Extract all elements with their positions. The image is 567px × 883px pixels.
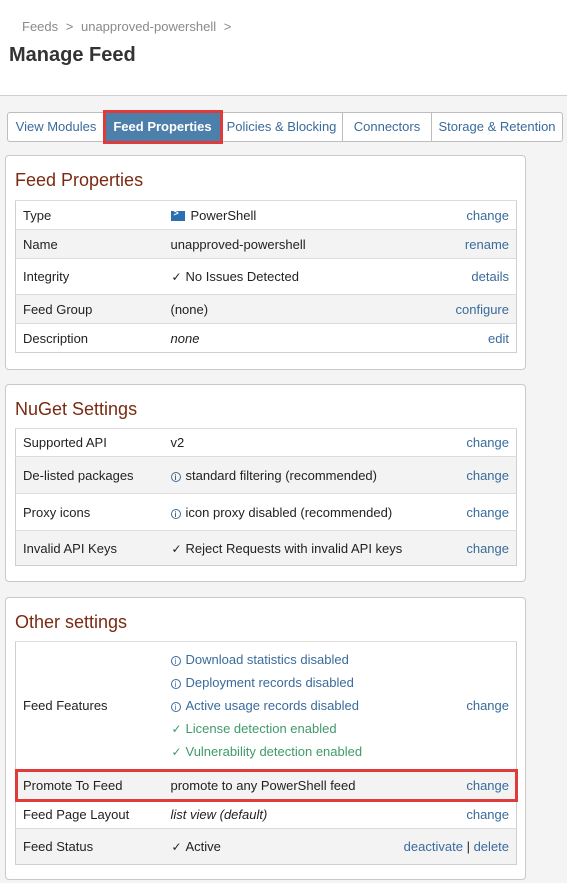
nuget-settings-panel: NuGet Settings Supported API v2 change D… [5,384,526,582]
row-value: icon proxy disabled (recommended) [185,504,393,520]
row-key: Name [15,229,164,259]
other-settings-table: Feed Features i Download statistics disab… [14,641,518,865]
change-link[interactable]: change [466,807,509,822]
change-link[interactable]: change [466,777,509,793]
table-row: Type PowerShell change [15,200,517,230]
row-key: Supported API [15,428,164,457]
row-value: (none) [163,294,406,324]
tab-feed-properties[interactable]: Feed Properties [103,110,223,144]
change-link[interactable]: change [466,467,509,483]
row-key: Description [15,323,164,353]
row-key: Integrity [15,258,164,295]
row-key: Feed Page Layout [15,800,164,829]
configure-link[interactable]: configure [455,301,509,317]
row-value: Active [185,839,221,854]
feature-item: ✓ License detection enabled [171,717,380,740]
nuget-settings-title: NuGet Settings [15,399,138,419]
table-row: Description none edit [15,323,517,353]
deactivate-link[interactable]: deactivate [403,839,463,854]
info-icon: i [170,471,181,482]
row-value: none [163,323,406,353]
breadcrumb: Feeds > unapproved-powershell > [22,19,235,34]
table-row: Proxy icons i icon proxy disabled (recomm… [15,493,517,531]
row-key: Type [15,200,164,230]
row-value: list view (default) [163,800,387,829]
table-row: Feed Group (none) configure [15,294,517,324]
change-link[interactable]: change [466,435,509,450]
page-title: Manage Feed [9,44,136,66]
change-link[interactable]: change [466,504,509,520]
nuget-settings-table: Supported API v2 change De-listed packag… [15,428,517,566]
other-settings-panel: Other settings Feed Features i Download s… [5,597,526,880]
info-icon: i [170,679,181,689]
row-key: Feed Group [15,294,164,324]
other-settings-title: Other settings [15,612,128,632]
feature-item: i Active usage records disabled [170,694,380,717]
row-value: unapproved-powershell [163,229,406,259]
change-link[interactable]: change [466,540,509,556]
page-header: Feeds > unapproved-powershell > Manage F… [0,0,567,96]
row-value: v2 [163,428,450,457]
powershell-icon [170,208,185,221]
tab-connectors[interactable]: Connectors [343,112,432,142]
check-icon: ✓ [171,840,182,854]
feature-item: i Deployment records disabled [170,671,380,694]
row-key: Feed Features [15,641,164,770]
check-icon: ✓ [171,722,182,736]
row-value: Reject Requests with invalid API keys [185,540,403,556]
row-key: Feed Status [15,828,164,865]
breadcrumb-separator: > [65,19,74,34]
edit-link[interactable]: edit [488,330,509,346]
row-key: Invalid API Keys [15,530,164,566]
info-icon: i [170,656,181,666]
change-link[interactable]: change [466,698,509,713]
separator: | [466,839,470,854]
table-row: De-listed packages i standard filtering (… [15,456,517,494]
tab-bar: View Modules Feed Properties Policies & … [7,110,563,144]
check-icon: ✓ [171,541,182,556]
feed-properties-table: Type PowerShell change Name unapproved-p… [15,200,517,353]
feature-item: i Download statistics disabled [170,648,380,671]
breadcrumb-feeds[interactable]: Feeds [22,19,59,34]
details-link[interactable]: details [471,269,509,284]
table-row: Feed Page Layout list view (default) cha… [15,800,517,829]
table-row: Integrity ✓ No Issues Detected details [15,258,517,295]
info-icon: i [170,508,181,519]
check-icon: ✓ [171,270,182,284]
row-key: De-listed packages [15,456,164,494]
table-row: Invalid API Keys ✓ Reject Requests with i… [15,530,517,566]
row-key: Promote To Feed [15,769,164,801]
rename-link[interactable]: rename [464,236,509,252]
table-row: Feed Status ✓ Active deactivate | delete [15,828,517,865]
feed-properties-title: Feed Properties [15,170,144,190]
table-row: Feed Features i Download statistics disab… [15,641,517,770]
tab-view-modules[interactable]: View Modules [7,112,105,142]
row-value: No Issues Detected [185,269,299,284]
row-value: promote to any PowerShell feed [163,769,387,801]
breadcrumb-separator: > [223,19,232,34]
feed-properties-panel: Feed Properties Type PowerShell change N… [5,155,526,370]
table-row: Promote To Feed promote to any PowerShel… [14,768,518,802]
tab-policies-blocking[interactable]: Policies & Blocking [221,112,343,142]
table-row: Supported API v2 change [15,428,517,457]
table-row: Name unapproved-powershell rename [15,229,517,259]
feature-item: ✓ Vulnerability detection enabled [171,740,380,763]
info-icon: i [170,702,181,712]
tab-storage-retention[interactable]: Storage & Retention [432,112,563,142]
breadcrumb-feed[interactable]: unapproved-powershell [80,19,217,34]
check-icon: ✓ [171,745,182,759]
row-value: PowerShell [190,207,257,223]
change-link[interactable]: change [466,207,509,223]
row-value: standard filtering (recommended) [185,467,377,483]
row-key: Proxy icons [15,493,164,531]
delete-link[interactable]: delete [473,839,509,854]
